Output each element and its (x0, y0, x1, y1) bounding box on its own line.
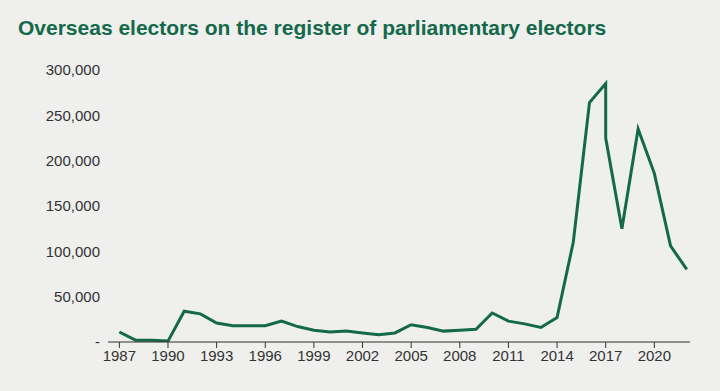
svg-text:2005: 2005 (394, 347, 427, 364)
svg-text:100,000: 100,000 (46, 243, 100, 260)
svg-text:2011: 2011 (492, 347, 524, 364)
svg-text:2020: 2020 (638, 347, 671, 364)
svg-text:-: - (95, 333, 100, 350)
svg-text:1993: 1993 (200, 347, 233, 364)
svg-text:300,000: 300,000 (46, 61, 100, 78)
svg-text:1996: 1996 (249, 347, 282, 364)
html-text:Overseas electors on the regis: Overseas electors on the register of par… (18, 16, 607, 39)
svg-text:250,000: 250,000 (46, 107, 100, 124)
svg-text:150,000: 150,000 (46, 197, 100, 214)
svg-text:50,000: 50,000 (54, 288, 100, 305)
svg-text:1987: 1987 (103, 347, 136, 364)
svg-text:1999: 1999 (297, 347, 330, 364)
svg-text:2017: 2017 (589, 347, 622, 364)
svg-text:1990: 1990 (151, 347, 184, 364)
svg-text:200,000: 200,000 (46, 152, 100, 169)
svg-text:2002: 2002 (346, 347, 379, 364)
svg-text:2014: 2014 (540, 347, 573, 364)
svg-text:2008: 2008 (443, 347, 476, 364)
